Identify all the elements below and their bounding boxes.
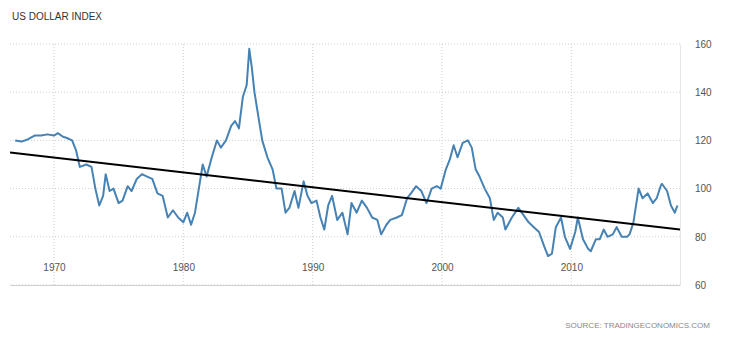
grid-line-y — [10, 285, 680, 286]
y-tick-label: 140 — [695, 87, 712, 98]
x-tick-label: 1990 — [302, 262, 325, 273]
y-tick: 80 — [680, 232, 707, 243]
y-axis-line — [680, 45, 681, 286]
grid — [10, 44, 680, 285]
grid-line-x — [312, 44, 313, 285]
y-tick: 100 — [680, 183, 712, 194]
grid-line-x — [53, 44, 54, 285]
x-tick: 2010 — [561, 262, 584, 285]
grid-line-y — [10, 44, 680, 45]
y-tick-label: 160 — [695, 39, 712, 50]
y-tick-label: 100 — [695, 183, 712, 194]
x-tick: 1970 — [43, 262, 66, 285]
x-tick: 1980 — [173, 262, 196, 285]
index-line — [15, 49, 677, 256]
x-tick-label: 2010 — [561, 262, 584, 273]
x-axis-line — [11, 285, 681, 286]
x-axis: 1970 1980 1990 2000 2010 — [11, 262, 681, 285]
y-axis: 60 80 100 120 140 160 — [680, 39, 712, 291]
grid-line-y — [10, 92, 680, 93]
trend-line — [10, 152, 680, 229]
y-tick-label: 60 — [695, 280, 707, 291]
y-tick: 140 — [680, 87, 712, 98]
x-tick: 1990 — [302, 262, 325, 285]
grid-line-y — [10, 188, 680, 189]
x-tick-label: 1980 — [173, 262, 196, 273]
y-tick: 60 — [680, 280, 707, 291]
x-tick-label: 2000 — [431, 262, 454, 273]
grid-line-y — [10, 140, 680, 141]
plot-area — [10, 49, 680, 256]
grid-line-y — [10, 236, 680, 237]
grid-line-x — [442, 44, 443, 285]
x-tick-label: 1970 — [43, 262, 66, 273]
y-tick-label: 80 — [695, 232, 707, 243]
y-tick: 160 — [680, 39, 712, 50]
x-tick: 2000 — [431, 262, 454, 285]
grid-line-x — [183, 44, 184, 285]
title: US DOLLAR INDEX — [12, 11, 102, 22]
source: SOURCE: TRADINGECONOMICS.COM — [565, 321, 710, 330]
y-tick-label: 120 — [695, 135, 712, 146]
y-tick: 120 — [680, 135, 712, 146]
chart: 1970 1980 1990 2000 2010 60 80 100 120 140 160 US D… — [0, 0, 730, 340]
